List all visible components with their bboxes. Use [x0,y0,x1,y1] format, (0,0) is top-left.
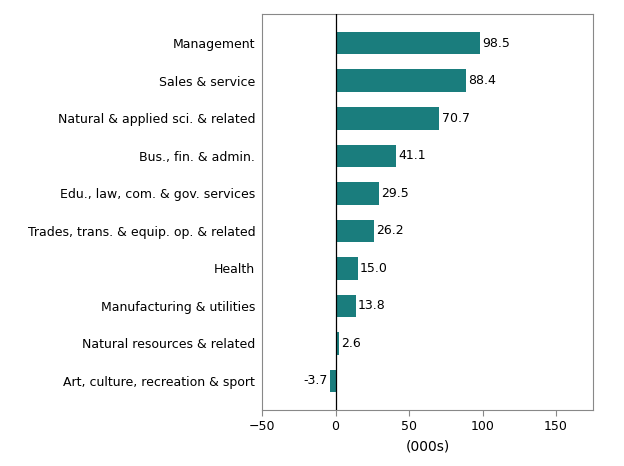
Bar [336,332,339,355]
Text: -3.7: -3.7 [303,374,328,387]
Bar [336,107,439,130]
X-axis label: (000s): (000s) [406,439,449,453]
Bar [336,295,356,317]
Bar [336,144,396,167]
Bar [336,69,466,92]
Text: 13.8: 13.8 [358,299,386,312]
Text: 26.2: 26.2 [376,224,404,237]
Text: 98.5: 98.5 [482,37,510,50]
Text: 88.4: 88.4 [468,74,495,87]
Bar [330,370,336,392]
Text: 41.1: 41.1 [398,149,426,162]
Bar [336,182,379,205]
Bar [336,32,480,55]
Text: 15.0: 15.0 [360,262,388,275]
Text: 29.5: 29.5 [381,187,409,200]
Text: 70.7: 70.7 [442,112,470,125]
Bar [336,219,374,242]
Bar [336,257,358,280]
Text: 2.6: 2.6 [341,337,361,350]
